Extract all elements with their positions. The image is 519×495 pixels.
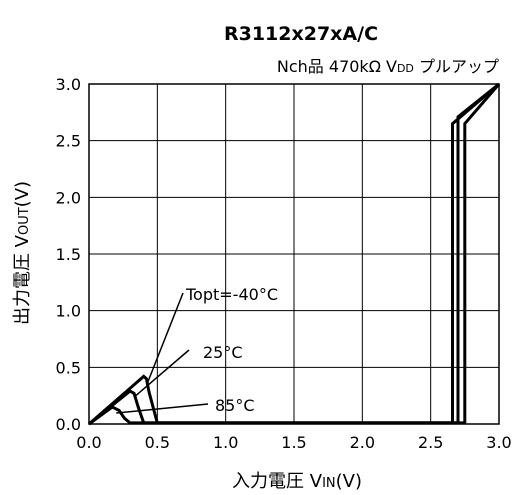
- x-tick-label: 3.0: [486, 433, 511, 452]
- series-line-25c: [88, 82, 500, 426]
- annotation-25c: 25°C: [203, 343, 243, 362]
- y-tick-labels: 0.0 0.5 1.0 1.5 2.0 2.5 3.0: [56, 75, 81, 434]
- leader-topt-minus40: [146, 292, 184, 383]
- y-tick-label: 2.0: [56, 188, 81, 207]
- y-tick-label: 1.5: [56, 245, 81, 264]
- annotation-leaders: [116, 292, 209, 414]
- x-tick-label: 1.5: [281, 433, 306, 452]
- chart-subtitle: Nch品 470kΩ VDD プルアップ: [277, 57, 499, 76]
- x-tick-label: 1.0: [213, 433, 238, 452]
- x-axis-label-unit: (V): [336, 471, 362, 492]
- x-tick-label: 2.5: [418, 433, 443, 452]
- annotation-85c: 85°C: [215, 396, 255, 415]
- y-tick-label: 0.0: [56, 415, 81, 434]
- leader-85c: [116, 403, 209, 414]
- chart-title: R3112x27xA/C: [224, 23, 378, 45]
- x-axis-label-main: 入力電圧 V: [232, 471, 323, 492]
- y-axis-label-unit: (V): [12, 181, 33, 207]
- annotation-topt-minus40: Topt=-40°C: [185, 285, 278, 304]
- x-axis-label-sub: IN: [322, 476, 336, 491]
- y-tick-label: 0.5: [56, 358, 81, 377]
- x-tick-labels: 0.0 0.5 1.0 1.5 2.0 2.5 3.0: [76, 433, 511, 452]
- series-line-85c: [88, 82, 500, 426]
- series-line-topt-minus40: [88, 83, 501, 426]
- plot-border: [88, 83, 500, 425]
- subtitle-text-2: プルアップ: [414, 57, 499, 76]
- subtitle-subscript: DD: [397, 62, 414, 75]
- x-tick-label: 0.5: [145, 433, 170, 452]
- y-tick-label: 2.5: [56, 132, 81, 151]
- leader-25c: [133, 349, 190, 398]
- y-tick-label: 1.0: [56, 302, 81, 321]
- y-axis-label-main: 出力電圧 V: [12, 234, 33, 325]
- y-axis-label: 出力電圧 VOUT(V): [12, 181, 33, 325]
- subtitle-text-1: Nch品 470kΩ V: [277, 57, 397, 76]
- grid: [89, 84, 499, 424]
- y-axis-label-sub: OUT: [17, 207, 32, 235]
- x-tick-label: 0.0: [76, 433, 101, 452]
- series-layer: [88, 82, 501, 426]
- x-tick-label: 2.0: [350, 433, 375, 452]
- y-tick-label: 3.0: [56, 75, 81, 94]
- x-axis-label: 入力電圧 VIN(V): [232, 471, 362, 492]
